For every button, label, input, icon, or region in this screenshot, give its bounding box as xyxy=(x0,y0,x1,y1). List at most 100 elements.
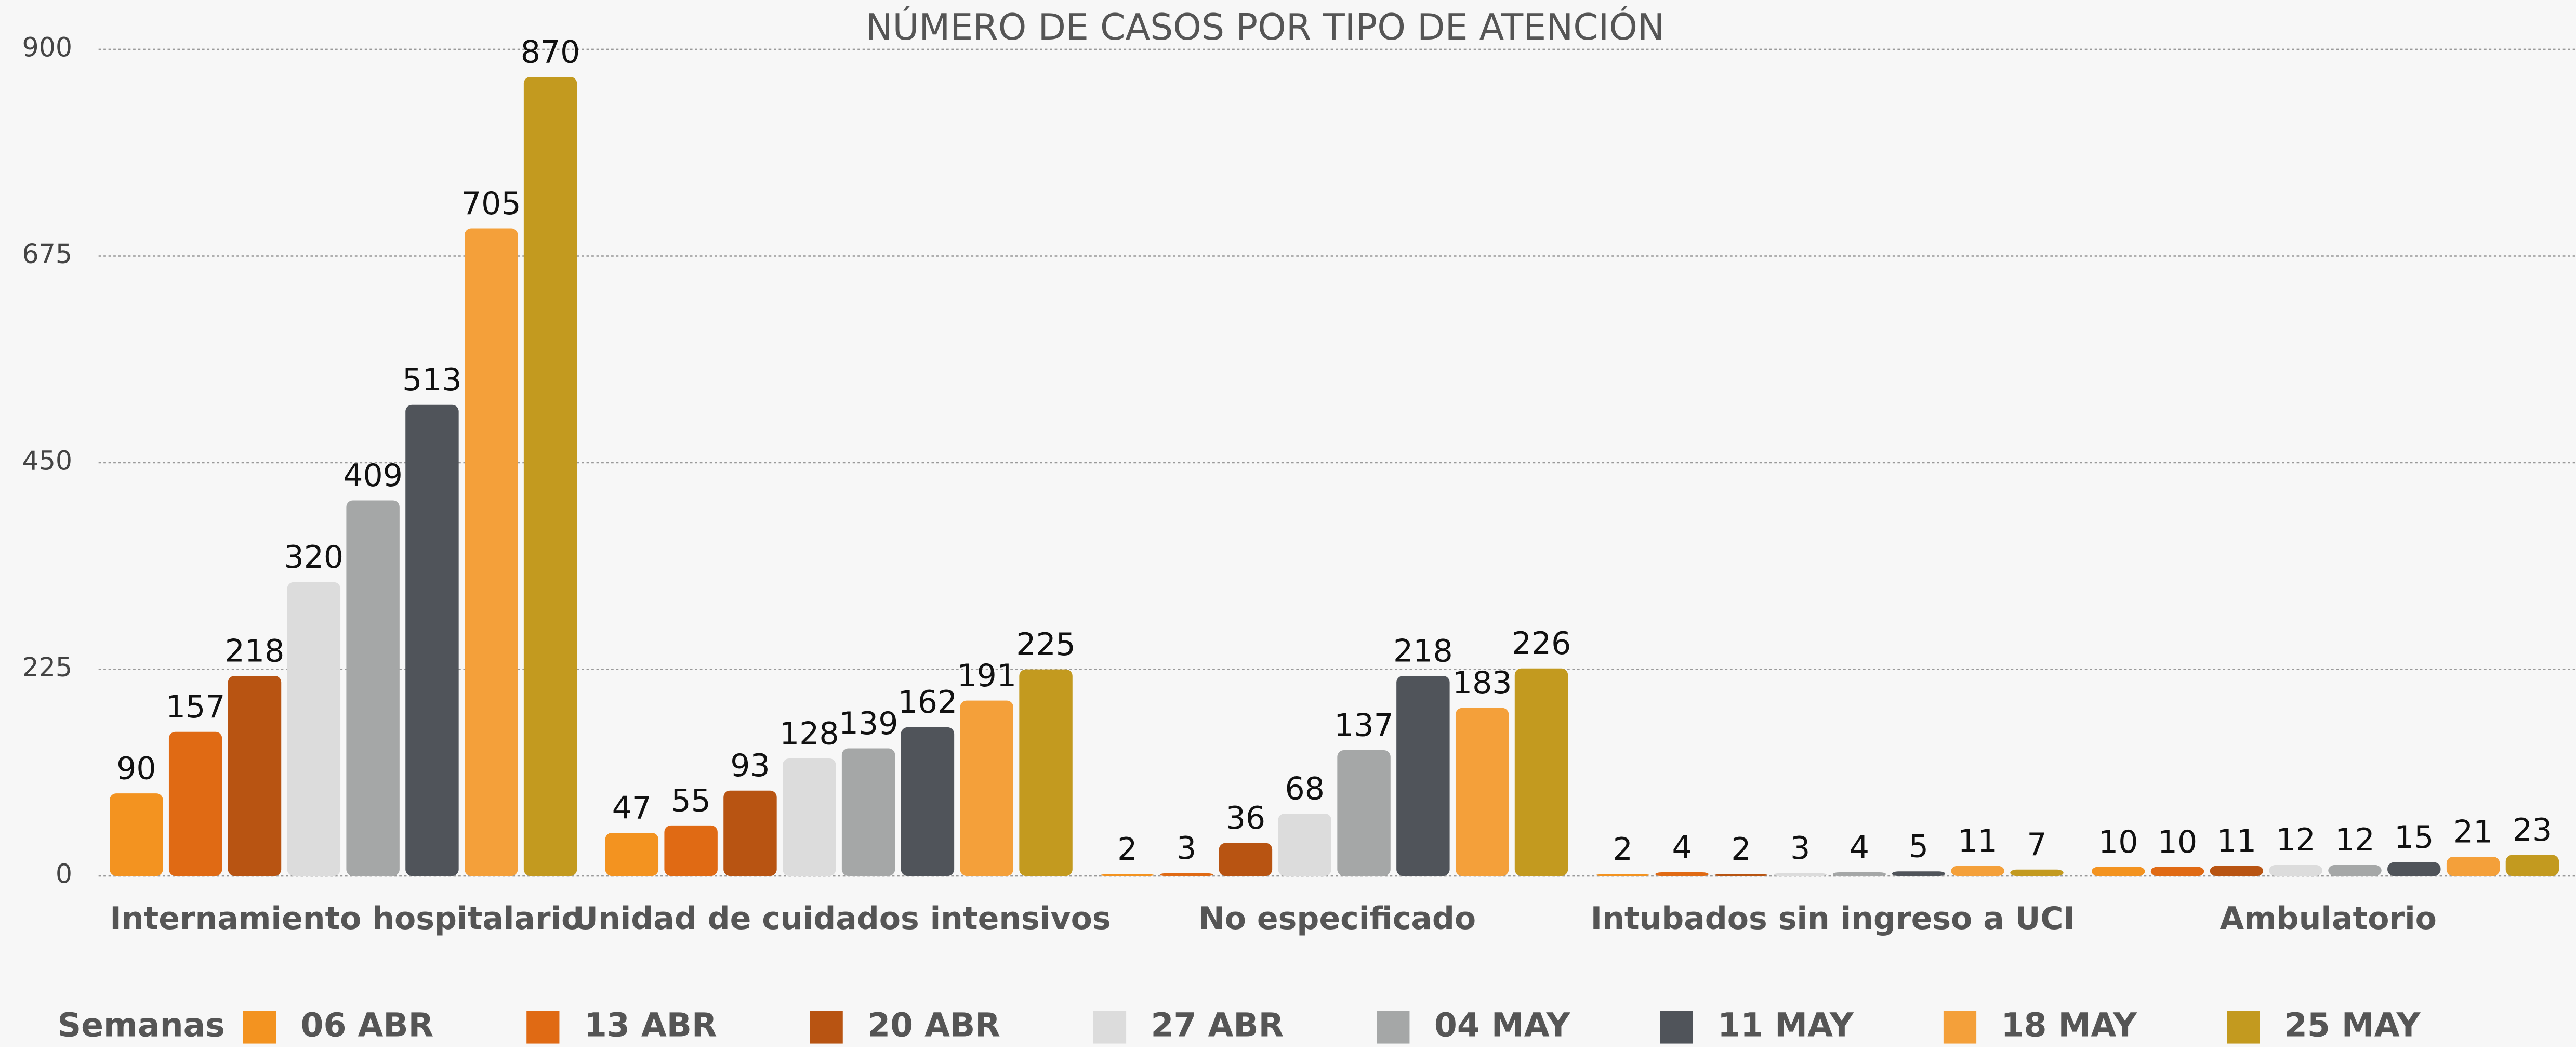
data-label: 55 xyxy=(671,782,710,819)
bar xyxy=(901,727,955,876)
bar xyxy=(1892,871,1946,876)
bar xyxy=(1596,874,1649,876)
data-label: 162 xyxy=(898,684,958,721)
bar xyxy=(841,748,895,876)
data-label: 12 xyxy=(2276,822,2315,858)
x-tick-label: No especificado xyxy=(1199,900,1476,937)
y-tick-label: 225 xyxy=(22,652,73,683)
bar xyxy=(1219,843,1273,876)
bar xyxy=(2387,862,2441,876)
bar xyxy=(287,582,341,876)
data-label: 23 xyxy=(2513,812,2552,848)
data-label: 10 xyxy=(2158,824,2197,860)
bar xyxy=(1832,872,1886,876)
data-label: 15 xyxy=(2394,819,2434,856)
bar xyxy=(346,500,400,876)
data-label: 5 xyxy=(1909,829,1928,865)
legend-swatch xyxy=(243,1011,276,1044)
data-label: 2 xyxy=(1117,831,1137,868)
bar xyxy=(1101,874,1154,876)
x-tick-label: Internamiento hospitalario xyxy=(110,900,583,937)
legend-swatch xyxy=(1943,1011,1977,1044)
legend-label: 27 ABR xyxy=(1151,1006,1284,1044)
bar xyxy=(110,793,163,876)
bar xyxy=(1773,873,1827,876)
data-label: 2 xyxy=(1613,831,1633,868)
y-tick-label: 675 xyxy=(22,239,73,269)
data-label: 128 xyxy=(780,715,839,752)
data-label: 870 xyxy=(521,34,580,70)
legend-swatch xyxy=(1660,1011,1693,1044)
bar xyxy=(168,731,222,876)
bar xyxy=(2328,865,2382,876)
bar xyxy=(228,675,282,876)
data-label: 2 xyxy=(1731,831,1751,868)
data-label: 4 xyxy=(1850,829,1869,866)
legend-label: 04 MAY xyxy=(1434,1006,1571,1044)
bar xyxy=(405,404,459,876)
data-label: 191 xyxy=(957,658,1016,694)
bar xyxy=(2210,866,2264,876)
data-label: 513 xyxy=(402,362,462,398)
bar xyxy=(2150,867,2204,876)
legend-label: 06 ABR xyxy=(301,1006,434,1044)
data-label: 218 xyxy=(225,633,285,669)
data-label: 21 xyxy=(2453,814,2493,850)
legend-label: 11 MAY xyxy=(1718,1006,1854,1044)
bar xyxy=(723,790,777,876)
bar xyxy=(2091,867,2145,876)
bar xyxy=(465,228,518,876)
data-label: 183 xyxy=(1452,665,1512,701)
legend-label: 18 MAY xyxy=(2001,1006,2138,1044)
data-label: 225 xyxy=(1016,626,1076,663)
legend-title: Semanas xyxy=(58,1006,225,1044)
data-label: 10 xyxy=(2098,824,2138,860)
y-tick-label: 900 xyxy=(22,32,73,62)
bar xyxy=(1514,668,1568,876)
y-tick-label: 0 xyxy=(56,859,72,889)
data-label: 3 xyxy=(1177,830,1196,867)
legend-label: 13 ABR xyxy=(584,1006,717,1044)
data-label: 93 xyxy=(730,748,770,784)
y-tick-label: 450 xyxy=(22,446,73,476)
data-label: 320 xyxy=(284,539,344,575)
legend-swatch xyxy=(1093,1011,1127,1044)
bar xyxy=(1655,872,1709,876)
legend-label: 20 ABR xyxy=(867,1006,1000,1044)
bar xyxy=(2269,865,2322,876)
data-label: 12 xyxy=(2335,822,2374,858)
bar xyxy=(1278,813,1331,876)
bar xyxy=(783,758,836,876)
bar xyxy=(1337,750,1391,876)
bar xyxy=(1159,873,1213,876)
bar xyxy=(1019,669,1073,876)
data-label: 68 xyxy=(1285,770,1325,807)
bar xyxy=(2505,855,2559,876)
data-label: 705 xyxy=(461,186,521,222)
bar xyxy=(523,76,577,876)
legend-swatch xyxy=(526,1011,560,1044)
bar xyxy=(1455,708,1509,876)
data-label: 11 xyxy=(2217,823,2256,859)
legend-swatch xyxy=(2227,1011,2260,1044)
bar xyxy=(605,833,659,876)
data-label: 218 xyxy=(1393,633,1453,669)
data-label: 139 xyxy=(839,705,899,742)
data-label: 90 xyxy=(116,750,156,787)
data-label: 11 xyxy=(1958,823,1997,859)
bar xyxy=(960,700,1013,876)
bar xyxy=(2446,857,2500,876)
bar xyxy=(1396,675,1450,876)
data-label: 157 xyxy=(166,689,226,725)
bar xyxy=(1714,874,1768,876)
chart-title: NÚMERO DE CASOS POR TIPO DE ATENCIÓN xyxy=(865,6,1665,48)
bar xyxy=(2010,869,2064,876)
data-label: 226 xyxy=(1512,625,1571,662)
legend-swatch xyxy=(810,1011,843,1044)
x-tick-label: Intubados sin ingreso a UCI xyxy=(1591,900,2075,937)
legend-swatch xyxy=(1377,1011,1410,1044)
bar xyxy=(664,825,718,876)
x-tick-label: Ambulatorio xyxy=(2220,900,2437,937)
